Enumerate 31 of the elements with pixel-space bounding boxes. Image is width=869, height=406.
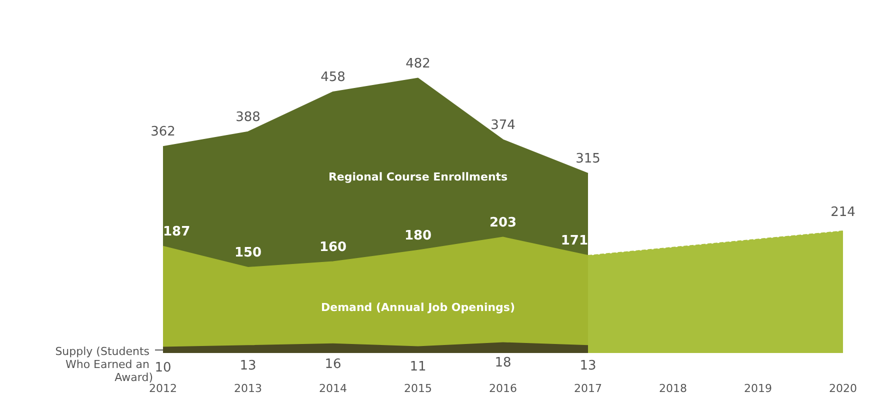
- data-label: 150: [234, 246, 262, 260]
- data-label: 374: [490, 118, 516, 133]
- x-tick-label: 2015: [404, 382, 432, 395]
- x-tick-label: 2016: [489, 382, 517, 395]
- data-label: 160: [319, 240, 347, 255]
- data-label: 388: [236, 110, 260, 125]
- data-label: 13: [240, 358, 256, 374]
- data-label: 315: [576, 151, 600, 166]
- data-label: 362: [150, 124, 176, 140]
- x-tick-label: 2017: [574, 382, 602, 395]
- series-label: Regional Course Enrollments: [328, 170, 508, 184]
- data-label: 187: [163, 224, 190, 240]
- series-label: Demand (Annual Job Openings): [321, 300, 515, 314]
- data-label: 18: [494, 356, 512, 371]
- data-label: 13: [580, 358, 596, 374]
- x-tick-label: 2012: [149, 382, 177, 395]
- x-tick-label: 2013: [234, 382, 262, 395]
- data-label: 482: [406, 56, 430, 72]
- series-label: Supply (Students Who Earned an Award): [55, 345, 153, 384]
- data-label: 180: [404, 228, 432, 244]
- data-label: 203: [489, 215, 517, 230]
- data-label: 10: [154, 360, 172, 376]
- x-tick-label: 2018: [659, 382, 687, 395]
- data-label: 458: [320, 70, 346, 85]
- data-label: 11: [410, 360, 426, 375]
- x-tick-label: 2014: [319, 382, 347, 395]
- data-label: 171: [560, 234, 588, 249]
- data-label: 16: [324, 356, 342, 372]
- x-tick-label: 2020: [829, 382, 857, 395]
- data-label: 214: [830, 205, 856, 220]
- x-tick-label: 2019: [744, 382, 772, 395]
